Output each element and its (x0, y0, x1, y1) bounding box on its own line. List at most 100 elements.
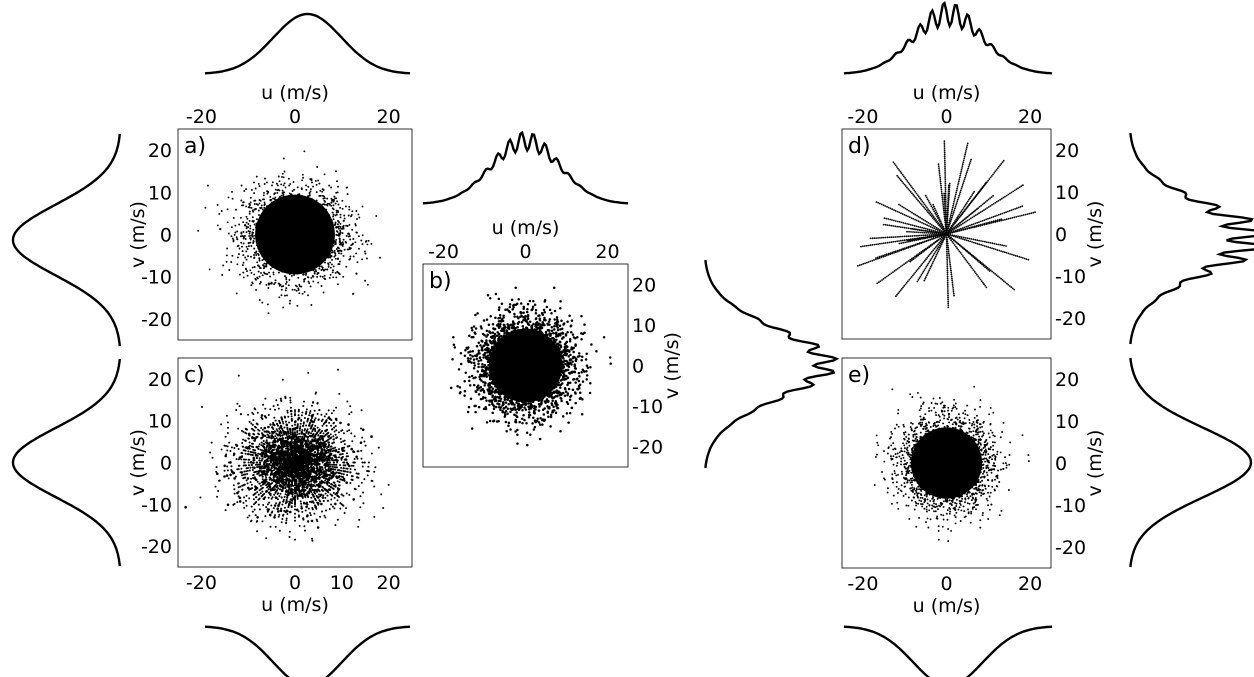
scatter-point (536, 417, 539, 420)
scatter-point (245, 258, 248, 261)
scatter-point (571, 388, 575, 392)
scatter-point (222, 264, 225, 267)
scatter-point (286, 294, 288, 297)
scatter-point (578, 391, 582, 395)
scatter-point (312, 280, 315, 283)
scatter-point (258, 282, 261, 285)
scatter-point (526, 302, 530, 306)
scatter-point (331, 207, 334, 210)
scatter-point (354, 241, 357, 244)
scatter-point (332, 276, 335, 279)
scatter-point (285, 281, 288, 283)
scatter-point (503, 411, 507, 415)
scatter-point (509, 400, 512, 404)
scatter-point (574, 381, 577, 384)
scatter-point (253, 237, 256, 240)
scatter-point (320, 285, 323, 287)
scatter-point (314, 268, 317, 271)
scatter-point (476, 312, 479, 315)
scatter-point (274, 281, 277, 284)
scatter-point (352, 238, 355, 240)
scatter-point (290, 274, 293, 277)
scatter-point (335, 226, 338, 228)
scatter-point (337, 258, 339, 260)
scatter-point (364, 240, 367, 243)
scatter-point (283, 191, 286, 194)
scatter-point (261, 301, 264, 304)
scatter-point (580, 314, 583, 318)
scatter-point (347, 214, 350, 217)
scatter-point (253, 208, 256, 211)
scatter-point (320, 265, 323, 268)
scatter-point (242, 201, 245, 204)
scatter-point (338, 237, 341, 240)
scatter-point (258, 185, 261, 188)
scatter-point (332, 218, 335, 221)
scatter-point (458, 391, 462, 395)
scatter-point (330, 197, 333, 200)
scatter-point (253, 199, 256, 202)
scatter-point (293, 274, 296, 276)
scatter-point (342, 254, 345, 257)
scatter-point (240, 241, 243, 244)
scatter-point (527, 408, 531, 411)
scatter-point (506, 308, 509, 311)
scatter-point (321, 190, 324, 193)
scatter-point (315, 270, 318, 273)
scatter-point (296, 186, 299, 189)
scatter-point (290, 193, 293, 196)
scatter-point (583, 323, 586, 326)
scatter-point (529, 433, 532, 436)
scatter-point (548, 332, 551, 335)
scatter-point (331, 211, 334, 214)
scatter-point (338, 260, 341, 263)
scatter-point (332, 204, 335, 207)
scatter-point (309, 188, 312, 191)
scatter-point (258, 259, 261, 262)
scatter-point (474, 327, 478, 330)
scatter-point (504, 405, 508, 408)
scatter-point (566, 320, 569, 324)
scatter-point (255, 278, 257, 281)
scatter-point (550, 402, 553, 405)
scatter-point (277, 271, 280, 274)
scatter-point (585, 369, 588, 373)
scatter-point (507, 327, 511, 331)
scatter-point (356, 218, 358, 220)
scatter-point (482, 319, 486, 322)
scatter-point (355, 210, 358, 212)
scatter-point (306, 276, 309, 279)
scatter-point (316, 275, 319, 278)
scatter-point (517, 320, 521, 324)
scatter-point (260, 271, 262, 274)
scatter-point (514, 418, 518, 422)
scatter-point (278, 189, 281, 192)
scatter-point (236, 256, 239, 259)
scatter-point (275, 182, 278, 185)
scatter-point (291, 190, 294, 192)
scatter-point (297, 287, 300, 290)
scatter-point (474, 410, 477, 414)
scatter-point (567, 355, 570, 358)
scatter-point (563, 394, 567, 397)
scatter-point (231, 254, 234, 257)
scatter-point (509, 410, 512, 414)
scatter-point (337, 271, 340, 274)
scatter-point (499, 334, 503, 338)
scatter-point (265, 181, 268, 184)
scatter-point (470, 328, 474, 332)
scatter-point (472, 335, 475, 339)
scatter-point (543, 299, 547, 302)
scatter-point (570, 331, 573, 334)
scatter-point (245, 245, 248, 248)
scatter-point (272, 273, 275, 276)
scatter-point (356, 261, 359, 264)
scatter-point (297, 288, 300, 291)
scatter-point (332, 215, 335, 218)
scatter-point (255, 250, 258, 253)
scatter-point (280, 183, 283, 186)
scatter-point (555, 404, 558, 408)
scatter-point (234, 231, 237, 234)
scatter-point (255, 175, 258, 178)
scatter-point (243, 190, 246, 192)
